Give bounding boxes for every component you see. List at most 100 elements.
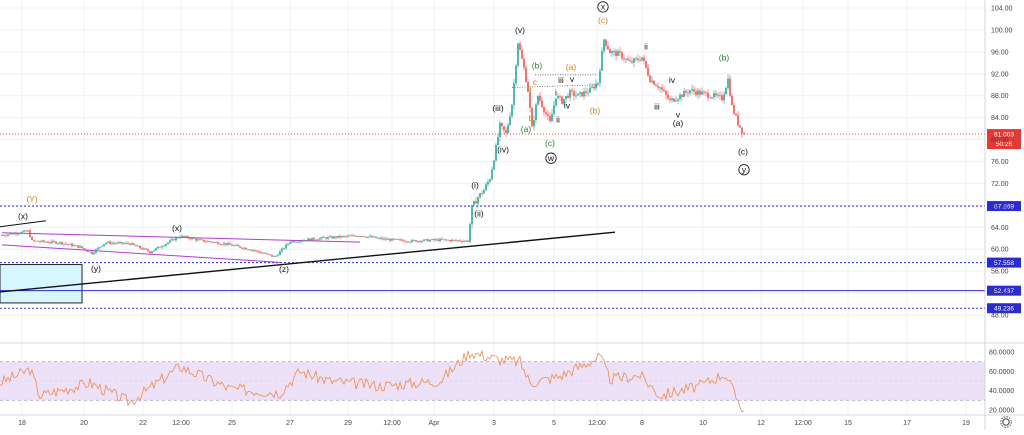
candle-body [363, 236, 365, 238]
candle-body [19, 233, 21, 234]
candle-body [479, 193, 481, 198]
candle-body [83, 248, 85, 250]
candle-body [243, 247, 245, 249]
candle-body [713, 93, 715, 98]
wave-label-y: (y) [91, 263, 101, 273]
candle-body [631, 61, 633, 63]
candle-body [251, 250, 253, 251]
candle-body [123, 243, 125, 245]
candle-body [615, 51, 617, 56]
candle-body [493, 160, 495, 170]
wave-label-iii: (iii) [492, 103, 503, 113]
y-tick-label: 92.00 [991, 71, 1009, 78]
candle-body [465, 240, 467, 242]
candle-body [367, 236, 369, 238]
gear-icon-teeth[interactable] [1000, 416, 1012, 428]
candle-body [503, 126, 505, 131]
candle-body [651, 80, 653, 83]
candle-body [155, 248, 157, 251]
candle-body [595, 83, 597, 89]
candle-body [345, 236, 347, 237]
candle-body [149, 251, 151, 253]
candle-body [317, 239, 319, 241]
candle-body [419, 240, 421, 242]
candle-body [249, 249, 251, 251]
candle-body [463, 241, 465, 242]
candle-body [67, 244, 69, 245]
candle-body [141, 248, 143, 250]
candle-body [401, 239, 403, 241]
wave-label-b: b [529, 113, 534, 123]
x-tick-label: 12:00 [794, 420, 812, 427]
wave-label-c-green: (c) [545, 138, 555, 148]
candle-body [57, 243, 59, 245]
candle-body [39, 241, 41, 243]
candle-body [361, 236, 363, 238]
candle-body [33, 240, 35, 241]
candle-body [255, 250, 257, 252]
candle-body [565, 95, 567, 100]
candle-body [15, 233, 17, 235]
candle-body [629, 60, 631, 62]
wave-label-iv-small: iv [564, 100, 571, 110]
candle-body [183, 235, 185, 237]
y-tick-label: 100.00 [991, 27, 1013, 34]
candle-body [433, 239, 435, 241]
candle-body [5, 235, 7, 237]
wave-label-c-orange: (c) [598, 15, 608, 25]
candle-body [265, 253, 267, 255]
rsi-band [0, 361, 985, 401]
candle-body [583, 91, 585, 97]
candle-body [81, 246, 83, 249]
candle-body [267, 253, 269, 255]
candle-body [127, 242, 129, 244]
candle-body [497, 136, 499, 146]
candle-body [303, 240, 305, 242]
x-tick-label: 18 [18, 420, 26, 427]
candle-body [417, 240, 419, 242]
candle-body [707, 92, 709, 98]
candle-body [683, 90, 685, 97]
candle-body [577, 93, 579, 96]
candle-body [587, 92, 589, 94]
candle-body [305, 240, 307, 242]
wave-label-b-green: (b) [532, 60, 543, 70]
candle-body [521, 49, 523, 59]
candle-body [197, 239, 199, 241]
candle-body [435, 239, 437, 241]
candle-body [269, 254, 271, 255]
candle-body [575, 95, 577, 97]
candle-body [483, 190, 485, 194]
wave-label-a-green: (a) [521, 124, 532, 134]
candle-body [477, 197, 479, 204]
candle-body [29, 230, 31, 238]
candle-body [537, 95, 539, 105]
candle-body [107, 241, 109, 243]
x-tick-label: 17 [903, 420, 911, 427]
candle-body [397, 239, 399, 240]
candle-body [99, 246, 101, 248]
candle-body [165, 243, 167, 246]
candle-body [293, 241, 295, 243]
candle-body [299, 241, 301, 242]
candle-body [291, 241, 293, 243]
candle-body [75, 245, 77, 247]
price-level-label: 57.558 [994, 260, 1014, 267]
candle-body [171, 239, 173, 241]
candle-body [307, 238, 309, 241]
wave-label-iv-mid: iv [669, 75, 676, 85]
candle-body [27, 230, 29, 232]
x-tick-label: 12:00 [588, 420, 606, 427]
candle-body [235, 245, 237, 246]
gear-icon[interactable] [1002, 418, 1010, 426]
candle-body [723, 94, 725, 101]
candle-body [247, 249, 249, 251]
wave-label-ii-top: ii [644, 42, 648, 52]
candle-body [729, 78, 731, 96]
candle-body [679, 94, 681, 100]
candle-body [649, 75, 651, 83]
candle-body [369, 236, 371, 238]
candle-body [471, 204, 473, 225]
candle-body [365, 236, 367, 238]
